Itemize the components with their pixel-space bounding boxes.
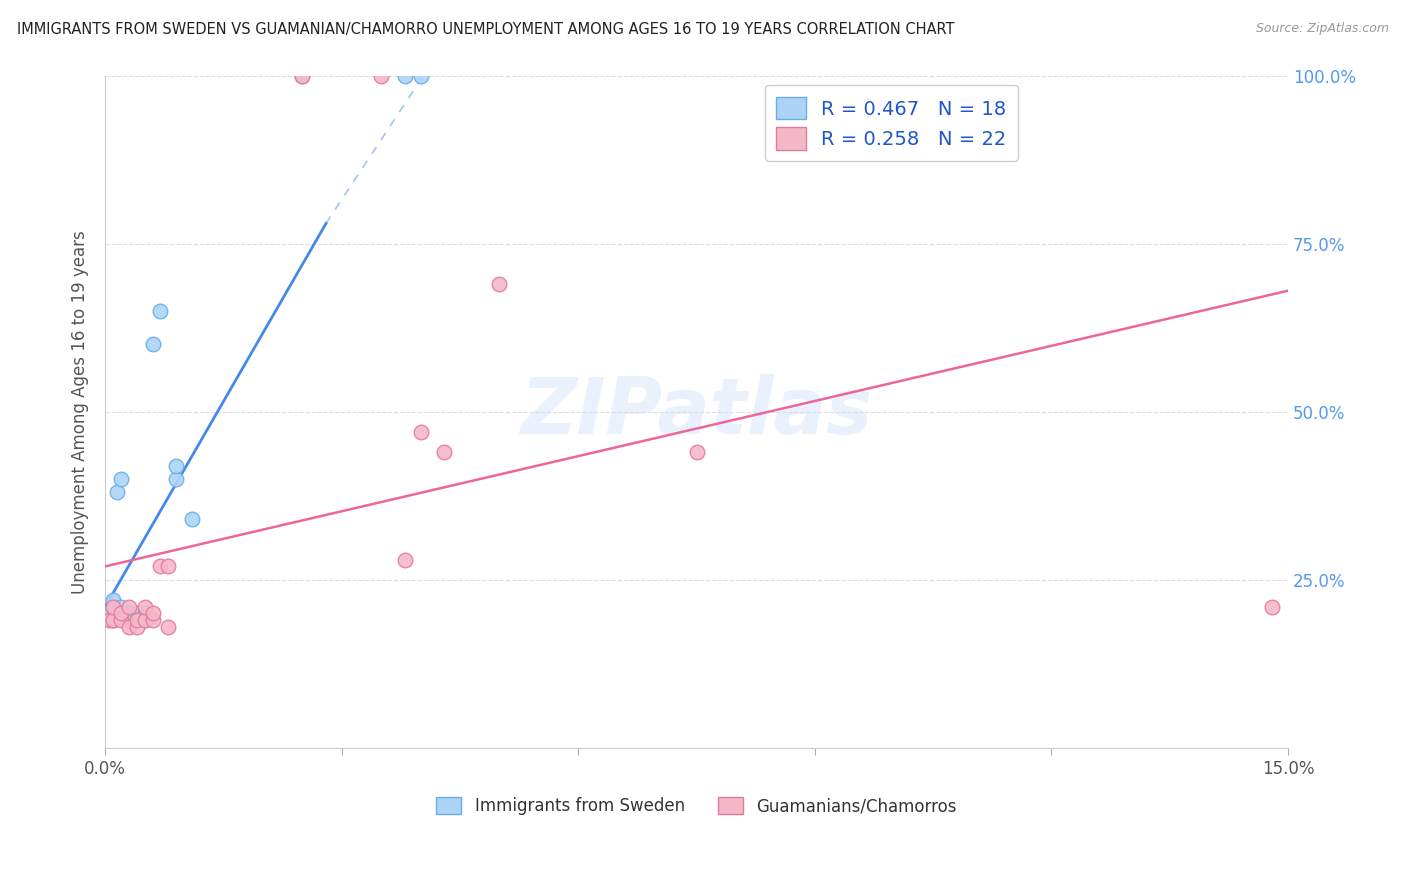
Point — [101, 613, 124, 627]
Point — [488, 277, 510, 291]
Point — [134, 607, 156, 621]
Point — [370, 69, 392, 83]
Point — [125, 607, 148, 621]
Point — [141, 337, 163, 351]
Point — [433, 445, 456, 459]
Point — [101, 593, 124, 607]
Point — [118, 599, 141, 614]
Text: Source: ZipAtlas.com: Source: ZipAtlas.com — [1256, 22, 1389, 36]
Point — [409, 425, 432, 439]
Point — [157, 620, 180, 634]
Point — [149, 559, 172, 574]
Point — [394, 69, 416, 83]
Point — [118, 613, 141, 627]
Y-axis label: Unemployment Among Ages 16 to 19 years: Unemployment Among Ages 16 to 19 years — [72, 230, 89, 593]
Text: ZIPatlas: ZIPatlas — [520, 374, 873, 450]
Point — [291, 69, 314, 83]
Point — [98, 613, 121, 627]
Point — [118, 607, 141, 621]
Point — [98, 607, 121, 621]
Point — [291, 69, 314, 83]
Point — [181, 512, 204, 526]
Point — [134, 613, 156, 627]
Point — [101, 613, 124, 627]
Point — [101, 599, 124, 614]
Point — [149, 304, 172, 318]
Point — [101, 599, 124, 614]
Point — [110, 472, 132, 486]
Point — [110, 607, 132, 621]
Point — [685, 445, 707, 459]
Point — [134, 613, 156, 627]
Point — [105, 485, 128, 500]
Point — [110, 607, 132, 621]
Point — [141, 613, 163, 627]
Point — [134, 599, 156, 614]
Point — [110, 613, 132, 627]
Point — [118, 620, 141, 634]
Point — [165, 472, 187, 486]
Point — [110, 599, 132, 614]
Point — [125, 620, 148, 634]
Point — [394, 552, 416, 566]
Legend: Immigrants from Sweden, Guamanians/Chamorros: Immigrants from Sweden, Guamanians/Chamo… — [430, 790, 963, 822]
Point — [409, 69, 432, 83]
Point — [157, 559, 180, 574]
Point — [125, 613, 148, 627]
Text: IMMIGRANTS FROM SWEDEN VS GUAMANIAN/CHAMORRO UNEMPLOYMENT AMONG AGES 16 TO 19 YE: IMMIGRANTS FROM SWEDEN VS GUAMANIAN/CHAM… — [17, 22, 955, 37]
Point — [141, 607, 163, 621]
Point — [165, 458, 187, 473]
Point — [1261, 599, 1284, 614]
